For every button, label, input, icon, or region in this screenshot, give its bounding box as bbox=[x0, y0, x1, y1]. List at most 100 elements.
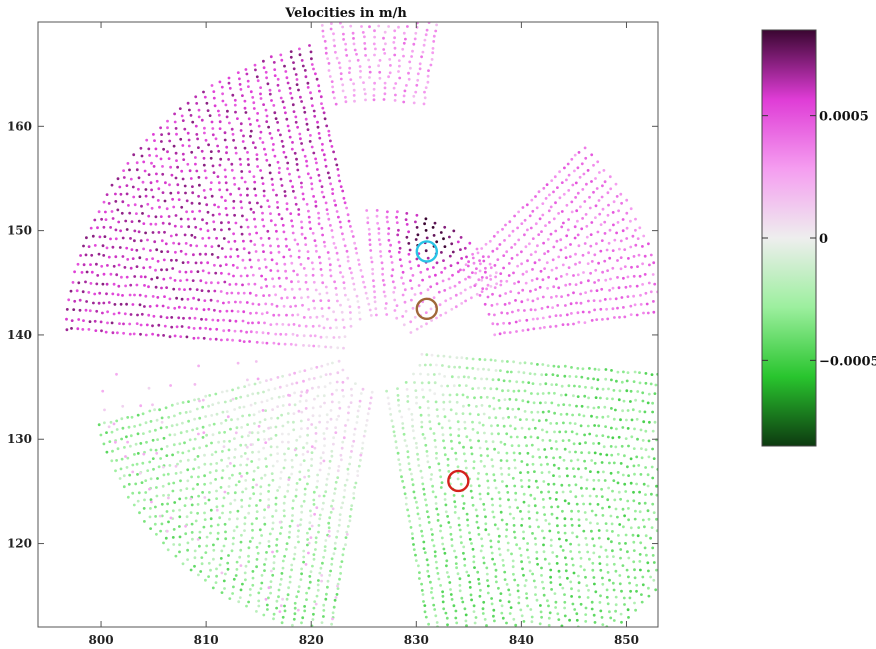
data-point bbox=[338, 66, 342, 70]
data-point bbox=[219, 557, 223, 560]
data-point bbox=[232, 274, 235, 278]
data-point bbox=[547, 604, 550, 608]
data-point bbox=[485, 276, 489, 280]
data-point bbox=[476, 251, 480, 255]
data-point bbox=[347, 411, 350, 415]
data-point bbox=[482, 259, 486, 263]
data-point bbox=[105, 450, 109, 454]
data-point bbox=[313, 600, 317, 603]
y-tick-label-1: 130 bbox=[7, 432, 32, 446]
data-point bbox=[425, 322, 428, 326]
data-point bbox=[454, 293, 458, 297]
data-point bbox=[652, 261, 656, 265]
data-point bbox=[643, 525, 646, 529]
data-point bbox=[177, 242, 181, 246]
data-point bbox=[482, 367, 485, 371]
data-point bbox=[326, 362, 330, 366]
data-point bbox=[327, 306, 331, 310]
data-point bbox=[292, 557, 296, 561]
data-point bbox=[272, 143, 275, 146]
data-point bbox=[639, 303, 643, 306]
data-point bbox=[349, 455, 352, 459]
data-point bbox=[161, 191, 165, 195]
data-point bbox=[151, 457, 155, 460]
data-point bbox=[401, 315, 405, 318]
data-point bbox=[125, 228, 129, 231]
data-point bbox=[305, 159, 308, 163]
data-point bbox=[271, 521, 275, 525]
data-point bbox=[546, 462, 549, 466]
data-point bbox=[610, 369, 613, 372]
data-point bbox=[353, 241, 356, 245]
data-point bbox=[141, 461, 145, 465]
data-point bbox=[481, 255, 485, 258]
data-point bbox=[505, 528, 509, 532]
data-point bbox=[148, 265, 152, 269]
data-point bbox=[311, 564, 314, 568]
data-point bbox=[516, 308, 520, 312]
data-point bbox=[498, 294, 502, 298]
data-point bbox=[298, 470, 302, 474]
data-point bbox=[635, 455, 639, 459]
data-point bbox=[618, 523, 622, 526]
data-point bbox=[570, 509, 573, 513]
data-point bbox=[297, 255, 301, 259]
data-point bbox=[373, 35, 376, 39]
data-point bbox=[313, 239, 317, 243]
data-point bbox=[242, 405, 246, 409]
data-point bbox=[472, 261, 476, 265]
data-point bbox=[465, 570, 469, 574]
data-point bbox=[621, 229, 625, 233]
data-point bbox=[249, 403, 253, 407]
data-point bbox=[208, 394, 212, 397]
data-point bbox=[321, 281, 325, 285]
data-point bbox=[582, 172, 586, 176]
data-point bbox=[325, 208, 329, 212]
data-point bbox=[370, 260, 374, 264]
data-point bbox=[491, 503, 494, 507]
data-point bbox=[440, 536, 444, 540]
data-point bbox=[513, 458, 517, 462]
data-point bbox=[423, 610, 427, 614]
data-point bbox=[463, 564, 467, 567]
data-point bbox=[422, 600, 425, 603]
data-point bbox=[203, 196, 207, 200]
data-point bbox=[269, 453, 273, 457]
data-point bbox=[364, 423, 368, 427]
data-point bbox=[490, 424, 493, 428]
data-point bbox=[189, 511, 193, 514]
data-point bbox=[137, 230, 141, 234]
data-point bbox=[542, 480, 546, 483]
data-point bbox=[343, 335, 347, 338]
data-point bbox=[153, 139, 156, 143]
data-point bbox=[259, 169, 262, 172]
data-point bbox=[497, 451, 500, 454]
data-point bbox=[560, 225, 564, 229]
data-point bbox=[190, 531, 194, 534]
data-point bbox=[629, 207, 633, 211]
data-point bbox=[105, 246, 109, 250]
data-point bbox=[102, 301, 106, 305]
data-point bbox=[105, 292, 108, 296]
data-point bbox=[450, 447, 454, 450]
data-point bbox=[516, 226, 519, 230]
data-point bbox=[310, 57, 313, 61]
data-point bbox=[541, 392, 545, 395]
data-point bbox=[433, 608, 437, 611]
data-point bbox=[225, 213, 229, 217]
data-point bbox=[486, 283, 490, 287]
data-point bbox=[641, 283, 644, 286]
data-point bbox=[536, 297, 540, 301]
data-point bbox=[273, 74, 277, 77]
data-point bbox=[651, 401, 654, 405]
data-point bbox=[310, 423, 314, 426]
data-point bbox=[584, 606, 588, 610]
data-point bbox=[618, 582, 622, 586]
data-point bbox=[423, 38, 427, 42]
data-point bbox=[183, 504, 187, 507]
data-point bbox=[215, 489, 218, 493]
data-point bbox=[275, 543, 278, 547]
data-point bbox=[138, 511, 141, 515]
data-point bbox=[501, 389, 504, 393]
data-point bbox=[559, 275, 563, 278]
